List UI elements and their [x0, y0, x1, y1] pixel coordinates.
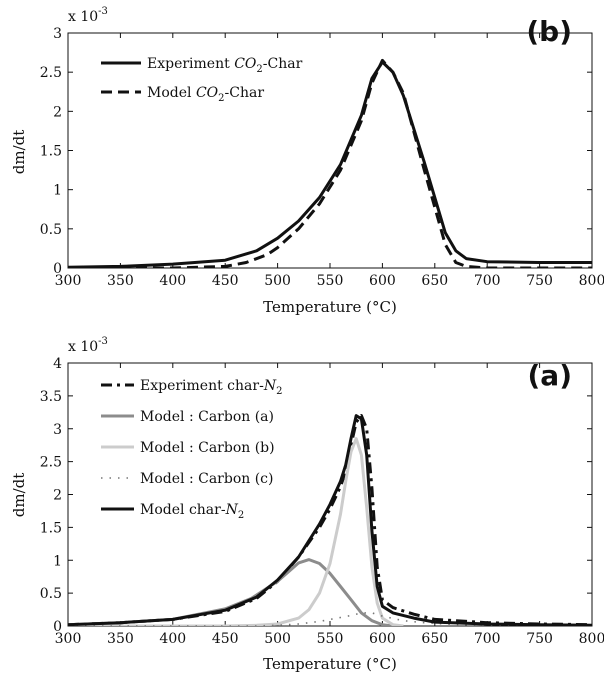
series-line	[68, 558, 394, 626]
y-tick-label: 0	[53, 261, 62, 277]
x-tick-label: 300	[55, 631, 82, 647]
y-exponent-label: x 10-3	[68, 6, 108, 25]
y-tick-label: 1.5	[40, 520, 62, 536]
x-tick-label: 600	[369, 273, 396, 289]
series-line	[68, 437, 404, 626]
x-tick-label: 400	[159, 631, 186, 647]
x-tick-label: 650	[421, 273, 448, 289]
legend-label: Model CO2-Char	[147, 85, 264, 104]
chart-panel-1: 300 350 400 450 500 550 600 650 700 750 800 0 0.5 1 1.…	[10, 336, 604, 673]
x-tick-label: 800	[579, 273, 604, 289]
legend: Experiment char-N2 Model : Carbon (a) Mode…	[101, 378, 282, 521]
y-axis-label: dm/dt	[10, 473, 28, 518]
y-tick-label: 2.5	[40, 65, 62, 81]
x-tick-label: 350	[107, 631, 134, 647]
y-tick-label: 1.5	[40, 144, 62, 160]
series-line	[68, 414, 592, 626]
x-tick-label: 700	[474, 631, 501, 647]
y-tick-label: 2	[53, 488, 62, 504]
y-tick-label: 0.5	[40, 222, 62, 238]
x-tick-label: 650	[421, 631, 448, 647]
legend-label: Model : Carbon (b)	[140, 440, 275, 456]
x-tick-label: 350	[107, 273, 134, 289]
series-line	[68, 58, 592, 268]
legend-label: Model : Carbon (c)	[140, 471, 273, 487]
panel-label: (a)	[528, 359, 573, 392]
y-tick-label: 3.5	[40, 389, 62, 405]
x-tick-label: 750	[526, 631, 553, 647]
x-tick-label: 750	[526, 273, 553, 289]
y-exponent-label: x 10-3	[68, 336, 108, 355]
series-line	[68, 60, 592, 268]
y-tick-label: 1	[53, 553, 62, 569]
legend: Experiment CO2-Char Model CO2-Char	[101, 56, 303, 104]
y-tick-label: 3	[53, 26, 62, 42]
panel-label: (b)	[526, 15, 572, 48]
x-tick-label: 800	[579, 631, 604, 647]
x-tick-label: 550	[317, 273, 344, 289]
legend-label: Model : Carbon (a)	[140, 409, 274, 425]
x-tick-label: 450	[212, 631, 239, 647]
legend-label: Experiment CO2-Char	[147, 56, 303, 75]
legend-label: Experiment char-N2	[140, 378, 282, 397]
plot-frame	[67, 362, 593, 627]
x-tick-label: 500	[264, 631, 291, 647]
y-tick-label: 2	[53, 104, 62, 120]
y-axis-label: dm/dt	[10, 130, 28, 175]
y-tick-label: 1	[53, 183, 62, 199]
x-tick-label: 400	[159, 273, 186, 289]
x-axis-label: Temperature (°C)	[263, 655, 397, 673]
x-axis-label: Temperature (°C)	[263, 298, 397, 316]
y-tick-label: 4	[53, 356, 62, 372]
x-tick-label: 550	[317, 631, 344, 647]
legend-label: Model char-N2	[140, 502, 244, 521]
y-tick-label: 2.5	[40, 455, 62, 471]
x-tick-label: 600	[369, 631, 396, 647]
x-tick-label: 300	[55, 273, 82, 289]
y-tick-label: 3	[53, 422, 62, 438]
y-tick-label: 0	[53, 619, 62, 635]
y-tick-label: 0.5	[40, 586, 62, 602]
chart-panel-0: 300 350 400 450 500 550 600 650 700 750 800 0 0.5 1 1.…	[10, 6, 604, 316]
x-tick-label: 500	[264, 273, 291, 289]
x-tick-label: 700	[474, 273, 501, 289]
x-tick-label: 450	[212, 273, 239, 289]
